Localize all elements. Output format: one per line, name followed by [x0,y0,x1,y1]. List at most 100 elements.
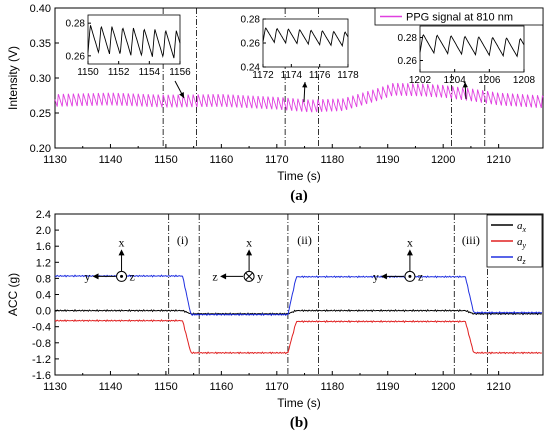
acc-legend-label-main: a [517,220,523,232]
ppg-inset: 1202 1204 1206 1208 0.26 0.28 [398,25,536,100]
ppg-inset-y-tick-label: 0.28 [241,15,261,26]
ppg-x-tick-label: 1210 [486,154,510,166]
acc-x-tick-label: 1140 [99,381,123,393]
acc-y-tick-label: 1.6 [36,241,51,253]
ppg-inset: 1172 1174 1176 1178 0.24 0.26 0.28 [241,15,359,103]
acc-orientation-glyph: x y z [373,235,423,283]
ppg-x-tick-label: 1190 [376,154,400,166]
acc-glyph-up-label: x [407,235,413,249]
acc-glyph-up-arrowhead [406,249,413,256]
acc-x-axis-label: Time (s) [277,396,321,410]
ppg-y-tick-label: 0.20 [30,143,51,155]
ppg-inset-x-tick-label: 1154 [139,67,161,78]
acc-x-tick-label: 1130 [43,381,67,393]
acc-x-tick-label: 1200 [431,381,455,393]
ppg-inset-line [419,34,525,58]
acc-glyph-up-label: x [119,235,125,249]
ppg-inset-frame [262,18,349,68]
ppg-inset-y-tick-label: 0.28 [66,19,86,30]
acc-x-tick-label: 1150 [154,381,178,393]
acc-glyph-right-label: y [257,269,263,283]
acc-x-tick-label: 1170 [265,381,289,393]
ppg-inset-x-tick-label: 1178 [337,70,359,81]
acc-legend-label-main: a [517,236,523,248]
acc-glyph-center-dot [120,274,124,278]
ppg-inset-y-tick-label: 0.26 [241,39,261,50]
ppg-inset-x-tick-label: 1152 [108,67,130,78]
ppg-x-tick-label: 1170 [265,154,289,166]
acc-orientation-glyph: x z y [212,235,263,283]
ppg-x-tick-label: 1130 [43,154,67,166]
acc-glyph-center-dot [408,274,412,278]
acc-glyph-right-label: z [418,269,423,283]
acc-orientation-glyph: x y z [85,235,135,283]
ppg-x-tick-label: 1160 [210,154,234,166]
ppg-x-axis-label: Time (s) [277,169,321,183]
acc-y-tick-label: 0.0 [36,306,51,318]
ppg-inset-x-tick-label: 1208 [513,75,536,86]
ppg-inset-x-tick-label: 1150 [77,67,99,78]
ppg-inset-arrowhead [462,82,468,88]
acc-glyph-left-label: y [85,269,91,283]
ppg-x-tick-label: 1140 [99,154,123,166]
acc-x-tick-label: 1160 [210,381,234,393]
ppg-inset-x-tick-label: 1202 [409,75,432,86]
acc-legend-label: az [517,252,527,266]
panel-a: 1130 1140 1150 1160 1170 1180 1190 1200 1210 0.20… [6,3,544,204]
acc-glyph-center-cross [245,272,253,281]
ppg-inset-line [262,27,349,48]
acc-y-tick-label: -1.2 [32,354,51,366]
ppg-inset: 1150 1152 1154 1156 0.26 0.28 [66,14,191,99]
ppg-y-tick-label: 0.40 [30,3,51,15]
acc-legend-label: ax [517,220,527,234]
acc-y-tick-label: -0.4 [32,322,51,334]
acc-x-tick-label: 1180 [320,381,344,393]
acc-glyph-left-label: y [373,269,379,283]
ppg-legend-label: PPG signal at 810 nm [406,12,513,24]
ppg-inset-frame [87,14,181,65]
ppg-inset-x-tick-label: 1174 [281,70,303,81]
acc-glyph-right-label: z [130,269,135,283]
ppg-y-tick-label: 0.35 [30,38,51,50]
acc-y-tick-label: 0.8 [36,273,51,285]
ppg-inset-x-tick-label: 1176 [309,70,331,81]
acc-glyph-up-arrowhead [118,249,125,256]
ppg-inset-y-tick-label: 0.24 [241,63,261,74]
acc-glyph-left-arrowhead [220,273,227,280]
acc-legend-label-subscript: z [522,257,527,266]
acc-legend-label-main: a [517,252,523,264]
ppg-inset-line [87,25,181,59]
acc-line-ay [54,319,543,355]
ppg-x-tick-label: 1180 [320,154,344,166]
ppg-x-tick-label: 1200 [431,154,455,166]
acc-legend-label: ay [517,236,527,250]
acc-y-tick-label: -1.6 [32,370,51,382]
ppg-panel-label: (a) [290,188,308,204]
acc-segment-label: (i) [177,233,188,247]
acc-line-ax [54,308,543,316]
ppg-inset-x-tick-label: 1204 [444,75,467,86]
ppg-y-axis-label: Intensity (V) [6,46,20,110]
acc-panel-label: (b) [290,415,308,431]
ppg-inset-arrowhead [179,92,184,98]
ppg-legend-box [374,7,544,26]
acc-glyph-up-label: x [246,235,252,249]
acc-y-tick-label: 0.4 [36,290,51,302]
ppg-x-tick-label: 1150 [154,154,178,166]
acc-glyph-left-label: z [212,269,217,283]
ppg-inset-y-tick-label: 0.26 [66,51,86,62]
acc-legend-label-subscript: y [522,241,527,250]
ppg-inset-y-tick-label: 0.26 [398,56,418,67]
ppg-inset-x-tick-label: 1206 [478,75,501,86]
acc-glyph-left-arrowhead [380,273,387,280]
ppg-inset-x-tick-label: 1172 [252,70,274,81]
acc-y-tick-label: -0.8 [32,338,51,350]
ppg-signal-line [54,82,544,113]
acc-glyph-left-arrowhead [92,273,99,280]
ppg-y-tick-label: 0.30 [30,73,51,85]
acc-glyph-up-arrowhead [246,249,253,256]
ppg-inset-y-tick-label: 0.28 [398,33,418,44]
panel-b: 1130 1140 1150 1160 1170 1180 1190 1200 1210 -1.6… [6,209,544,431]
